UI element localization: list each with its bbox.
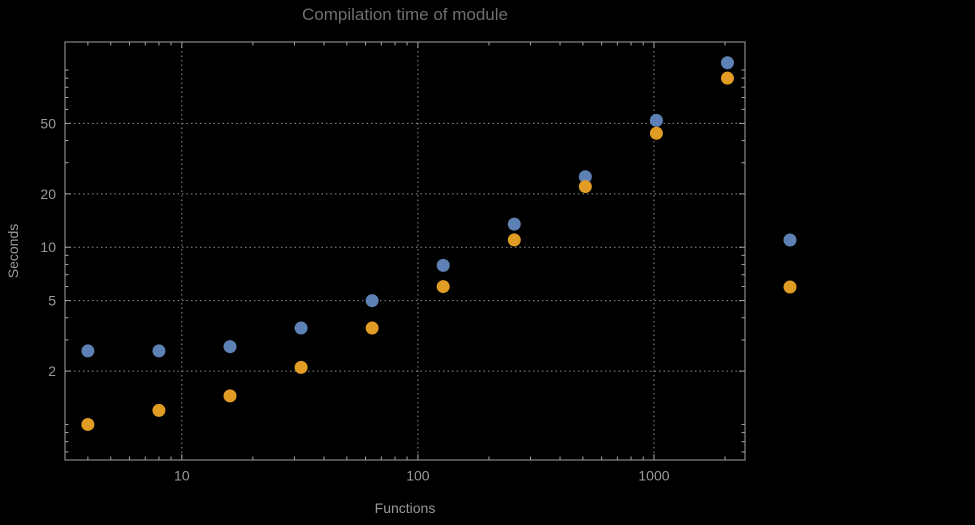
data-point-series-orange xyxy=(578,180,592,194)
y-tick-label: 50 xyxy=(40,115,56,131)
data-point-series-orange xyxy=(649,126,663,140)
data-point-series-orange xyxy=(152,403,166,417)
y-tick-label: 10 xyxy=(40,239,56,255)
legend-marker xyxy=(783,233,797,247)
y-axis-label: Seconds xyxy=(5,223,21,279)
data-point-series-orange xyxy=(720,71,734,85)
data-point-series-orange xyxy=(507,233,521,247)
data-point-series-blue xyxy=(365,294,379,308)
x-tick-label: 1000 xyxy=(638,467,669,483)
y-tick-label: 5 xyxy=(48,292,56,308)
data-point-series-orange xyxy=(436,280,450,294)
x-tick-label: 100 xyxy=(406,467,430,483)
data-point-series-blue xyxy=(152,344,166,358)
data-point-series-blue xyxy=(720,56,734,70)
data-point-series-orange xyxy=(81,417,95,431)
data-point-series-blue xyxy=(578,170,592,184)
data-point-series-blue xyxy=(649,113,663,127)
data-point-series-blue xyxy=(223,340,237,354)
plot-frame xyxy=(64,41,746,461)
x-axis-label: Functions xyxy=(374,500,436,516)
data-point-series-blue xyxy=(294,321,308,335)
y-tick-label: 2 xyxy=(48,363,56,379)
x-tick-label: 10 xyxy=(174,467,190,483)
y-tick-label: 20 xyxy=(40,186,56,202)
data-point-series-orange xyxy=(365,321,379,335)
chart-title: Compilation time of module xyxy=(302,5,508,24)
data-point-series-orange xyxy=(294,360,308,374)
data-point-series-blue xyxy=(436,258,450,272)
data-point-series-blue xyxy=(507,217,521,231)
data-point-series-orange xyxy=(223,389,237,403)
data-point-series-blue xyxy=(81,344,95,358)
legend-marker xyxy=(783,280,797,294)
